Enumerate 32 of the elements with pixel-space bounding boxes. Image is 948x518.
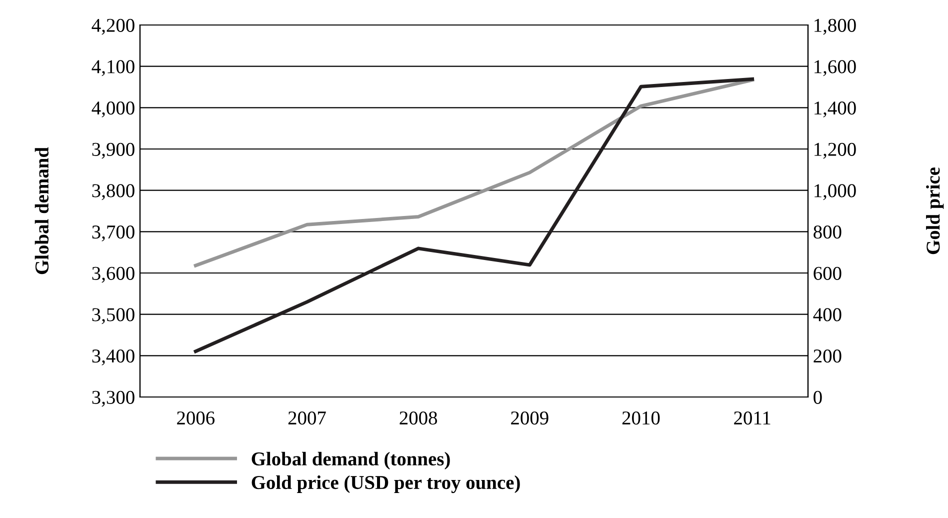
legend-label: Gold price (USD per troy ounce) [252, 475, 520, 494]
x-tick-label: 2007 [288, 411, 326, 425]
y2-tick-label: 1,000 [814, 184, 856, 200]
y-tick-label: 3,400 [92, 349, 134, 366]
y2-tick-label: 0 [814, 390, 822, 404]
x-tick-label: 2011 [734, 411, 770, 425]
x-tick-label: 2008 [400, 411, 438, 425]
x-tick-label: 2010 [622, 411, 660, 425]
y2-tick-label: 200 [814, 349, 842, 363]
y-tick-label: 3,600 [92, 266, 134, 283]
y-axis-title: Global demand [34, 147, 49, 274]
y2-tick-label: 400 [813, 308, 842, 322]
y-tick-label: 4,200 [92, 18, 134, 35]
line-series [194, 77, 754, 354]
y-tick-label: 4,100 [92, 60, 134, 76]
x-tick-label: 2009 [511, 411, 548, 425]
y2-tick-label: 600 [814, 266, 842, 280]
y2-tick-label: 1,400 [814, 101, 856, 118]
y-tick-label: 4,000 [92, 101, 134, 118]
y2-tick-label: 1,200 [814, 142, 856, 159]
y-tick-label: 3,800 [92, 184, 134, 200]
y-tick-label: 3,500 [92, 308, 134, 324]
y2-axis-title: Gold price [926, 167, 944, 254]
y-tick-label: 3,300 [92, 390, 134, 407]
y2-tick-label: 1,800 [814, 18, 856, 35]
x-tick-label: 2006 [177, 411, 215, 425]
legend-label: Global demand (tonnes) [252, 452, 450, 470]
y-tick-label: 3,900 [92, 142, 134, 159]
y-tick-label: 3,700 [92, 225, 134, 242]
line-series [194, 78, 754, 268]
y2-tick-label: 1,600 [814, 60, 856, 76]
y2-tick-label: 800 [814, 225, 842, 239]
